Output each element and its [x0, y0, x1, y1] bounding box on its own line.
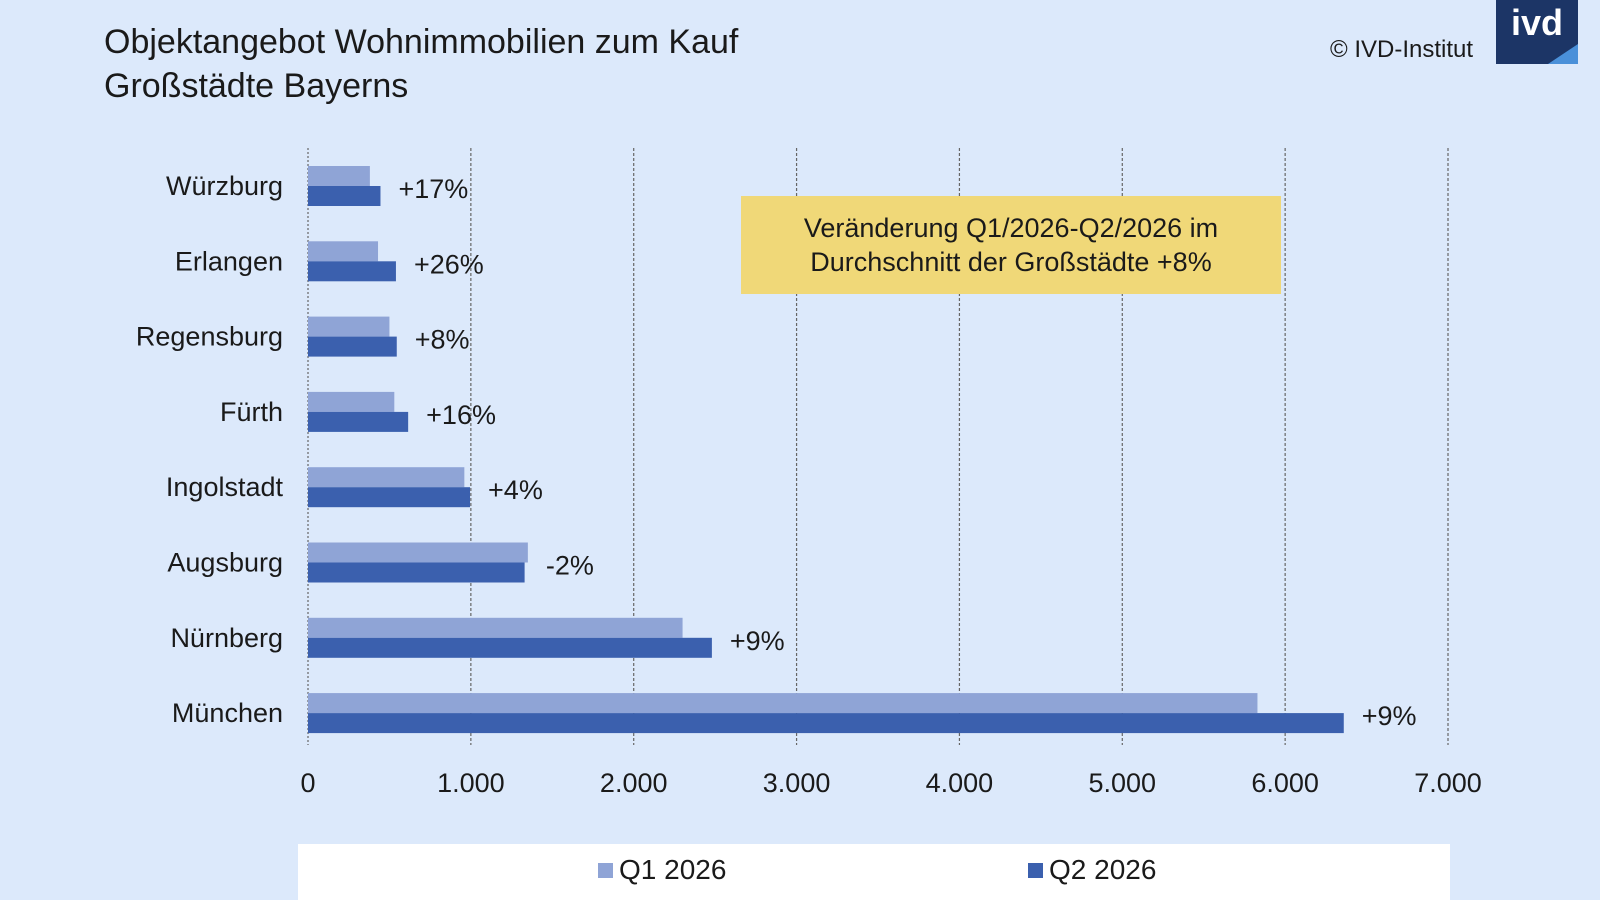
- chart-legend: Q1 2026 Q2 2026: [298, 844, 1450, 900]
- category-label: Ingolstadt: [166, 472, 284, 502]
- bar-q1-6: [308, 617, 683, 638]
- ivd-logo: ivd: [1496, 0, 1578, 64]
- bar-q1-2: [308, 316, 390, 337]
- chart-title: Objektangebot Wohnimmobilien zum Kauf Gr…: [104, 20, 738, 108]
- title-line-2: Großstädte Bayerns: [104, 67, 409, 105]
- x-tick-label: 6.000: [1251, 768, 1319, 798]
- copyright-label: © IVD-Institut: [1330, 36, 1474, 63]
- change-label: -2%: [546, 551, 594, 581]
- change-label: +17%: [398, 174, 468, 204]
- bar-q2-5: [308, 562, 525, 583]
- legend-item-q2: Q2 2026: [1028, 854, 1156, 886]
- bar-q2-0: [308, 186, 381, 206]
- bar-q1-1: [308, 241, 379, 262]
- bar-q1-0: [308, 166, 370, 186]
- logo-stripe: [1548, 44, 1578, 64]
- legend-item-q1: Q1 2026: [598, 854, 726, 886]
- x-tick-label: 1.000: [437, 768, 505, 798]
- x-tick-label: 5.000: [1088, 768, 1156, 798]
- category-label: Regensburg: [136, 322, 283, 352]
- bar-q2-1: [308, 261, 396, 282]
- legend-swatch-q1: [598, 862, 613, 878]
- bar-q1-5: [308, 542, 528, 563]
- category-label: Fürth: [220, 397, 283, 427]
- change-label: +16%: [426, 400, 496, 430]
- bar-q2-7: [308, 713, 1344, 734]
- bar-q1-4: [308, 467, 465, 488]
- category-label: Würzburg: [166, 171, 283, 201]
- x-tick-label: 7.000: [1414, 768, 1482, 798]
- category-label: München: [172, 698, 283, 728]
- bar-q2-6: [308, 637, 712, 658]
- legend-label-q2: Q2 2026: [1049, 854, 1157, 885]
- change-label: +9%: [1362, 701, 1417, 731]
- x-tick-label: 0: [300, 768, 315, 798]
- x-tick-label: 3.000: [763, 768, 831, 798]
- bar-q1-3: [308, 391, 395, 412]
- x-tick-label: 4.000: [926, 768, 994, 798]
- change-label: +4%: [488, 475, 543, 505]
- change-label: +26%: [414, 249, 484, 279]
- change-label: +8%: [415, 325, 470, 355]
- average-change-note: Veränderung Q1/2026-Q2/2026 im Durchschn…: [741, 196, 1281, 294]
- bar-q1-7: [308, 693, 1258, 714]
- category-label: Augsburg: [167, 548, 283, 578]
- change-label: +9%: [730, 626, 785, 656]
- average-change-text: Veränderung Q1/2026-Q2/2026 im Durchschn…: [803, 213, 1219, 277]
- legend-swatch-q2: [1028, 862, 1043, 878]
- category-label: Nürnberg: [170, 623, 283, 653]
- logo-text: ivd: [1510, 2, 1563, 43]
- bar-q2-2: [308, 336, 397, 357]
- bar-q2-4: [308, 487, 471, 508]
- bar-q2-3: [308, 411, 409, 432]
- x-tick-label: 2.000: [600, 768, 668, 798]
- title-line-1: Objektangebot Wohnimmobilien zum Kauf: [104, 23, 739, 61]
- category-label: Erlangen: [175, 246, 283, 276]
- legend-label-q1: Q1 2026: [619, 854, 727, 885]
